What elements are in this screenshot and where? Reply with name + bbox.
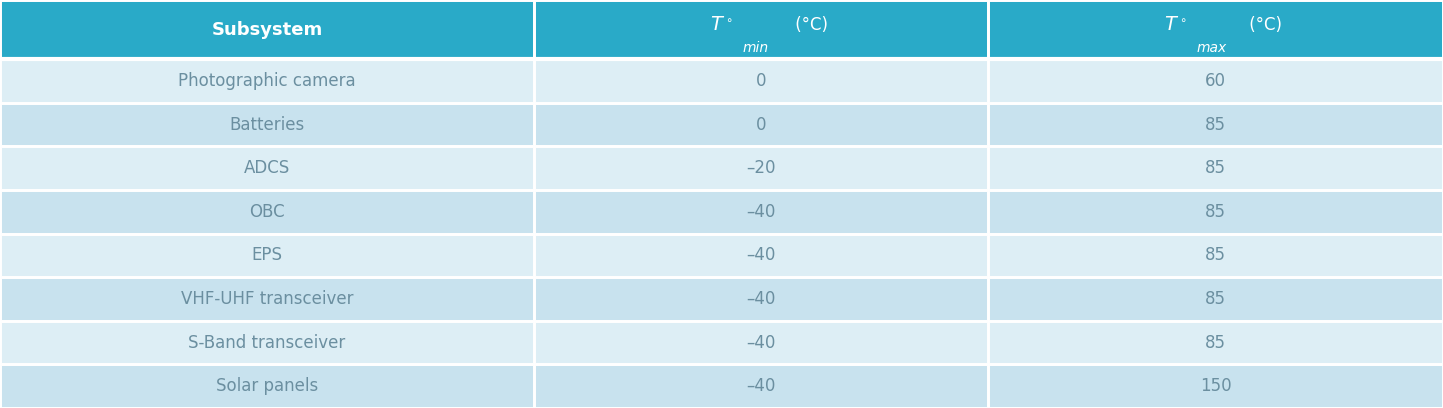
- Text: –40: –40: [746, 290, 776, 308]
- Text: (°C): (°C): [789, 16, 828, 33]
- Bar: [988, 190, 1443, 233]
- Bar: [534, 233, 988, 277]
- Bar: [0, 0, 534, 59]
- Bar: [988, 146, 1443, 190]
- Text: 0: 0: [756, 72, 766, 90]
- Bar: [988, 103, 1443, 146]
- Bar: [534, 190, 988, 233]
- Bar: [0, 364, 534, 408]
- Bar: [0, 59, 534, 103]
- Text: $^{\circ}$: $^{\circ}$: [1179, 16, 1188, 33]
- Text: $T$: $T$: [710, 15, 724, 33]
- Text: 85: 85: [1205, 115, 1227, 133]
- Text: –20: –20: [746, 159, 776, 177]
- Text: min: min: [742, 41, 768, 55]
- Text: VHF-UHF transceiver: VHF-UHF transceiver: [180, 290, 354, 308]
- Text: 60: 60: [1205, 72, 1227, 90]
- Text: $^{\circ}$: $^{\circ}$: [724, 16, 733, 33]
- Bar: [534, 364, 988, 408]
- Text: 85: 85: [1205, 159, 1227, 177]
- Bar: [988, 364, 1443, 408]
- Bar: [988, 277, 1443, 321]
- Text: S-Band transceiver: S-Band transceiver: [189, 334, 345, 352]
- Text: Batteries: Batteries: [229, 115, 304, 133]
- Bar: [0, 146, 534, 190]
- Text: –40: –40: [746, 203, 776, 221]
- Text: EPS: EPS: [251, 246, 283, 264]
- Text: max: max: [1196, 41, 1227, 55]
- Bar: [534, 321, 988, 364]
- Bar: [534, 59, 988, 103]
- Text: 150: 150: [1201, 377, 1231, 395]
- Text: 85: 85: [1205, 290, 1227, 308]
- Bar: [534, 277, 988, 321]
- Text: (°C): (°C): [1244, 16, 1283, 33]
- Text: 85: 85: [1205, 203, 1227, 221]
- Bar: [0, 233, 534, 277]
- Bar: [534, 0, 988, 59]
- Text: –40: –40: [746, 334, 776, 352]
- Text: 85: 85: [1205, 246, 1227, 264]
- Text: Photographic camera: Photographic camera: [177, 72, 356, 90]
- Bar: [534, 146, 988, 190]
- Text: Subsystem: Subsystem: [211, 20, 323, 39]
- Bar: [988, 0, 1443, 59]
- Bar: [534, 103, 988, 146]
- Text: Solar panels: Solar panels: [216, 377, 317, 395]
- Bar: [988, 59, 1443, 103]
- Text: 0: 0: [756, 115, 766, 133]
- Bar: [0, 277, 534, 321]
- Bar: [0, 190, 534, 233]
- Text: $T$: $T$: [1165, 15, 1179, 33]
- Text: –40: –40: [746, 246, 776, 264]
- Bar: [988, 233, 1443, 277]
- Bar: [0, 103, 534, 146]
- Text: –40: –40: [746, 377, 776, 395]
- Text: 85: 85: [1205, 334, 1227, 352]
- Bar: [988, 321, 1443, 364]
- Bar: [0, 321, 534, 364]
- Text: ADCS: ADCS: [244, 159, 290, 177]
- Text: OBC: OBC: [250, 203, 284, 221]
